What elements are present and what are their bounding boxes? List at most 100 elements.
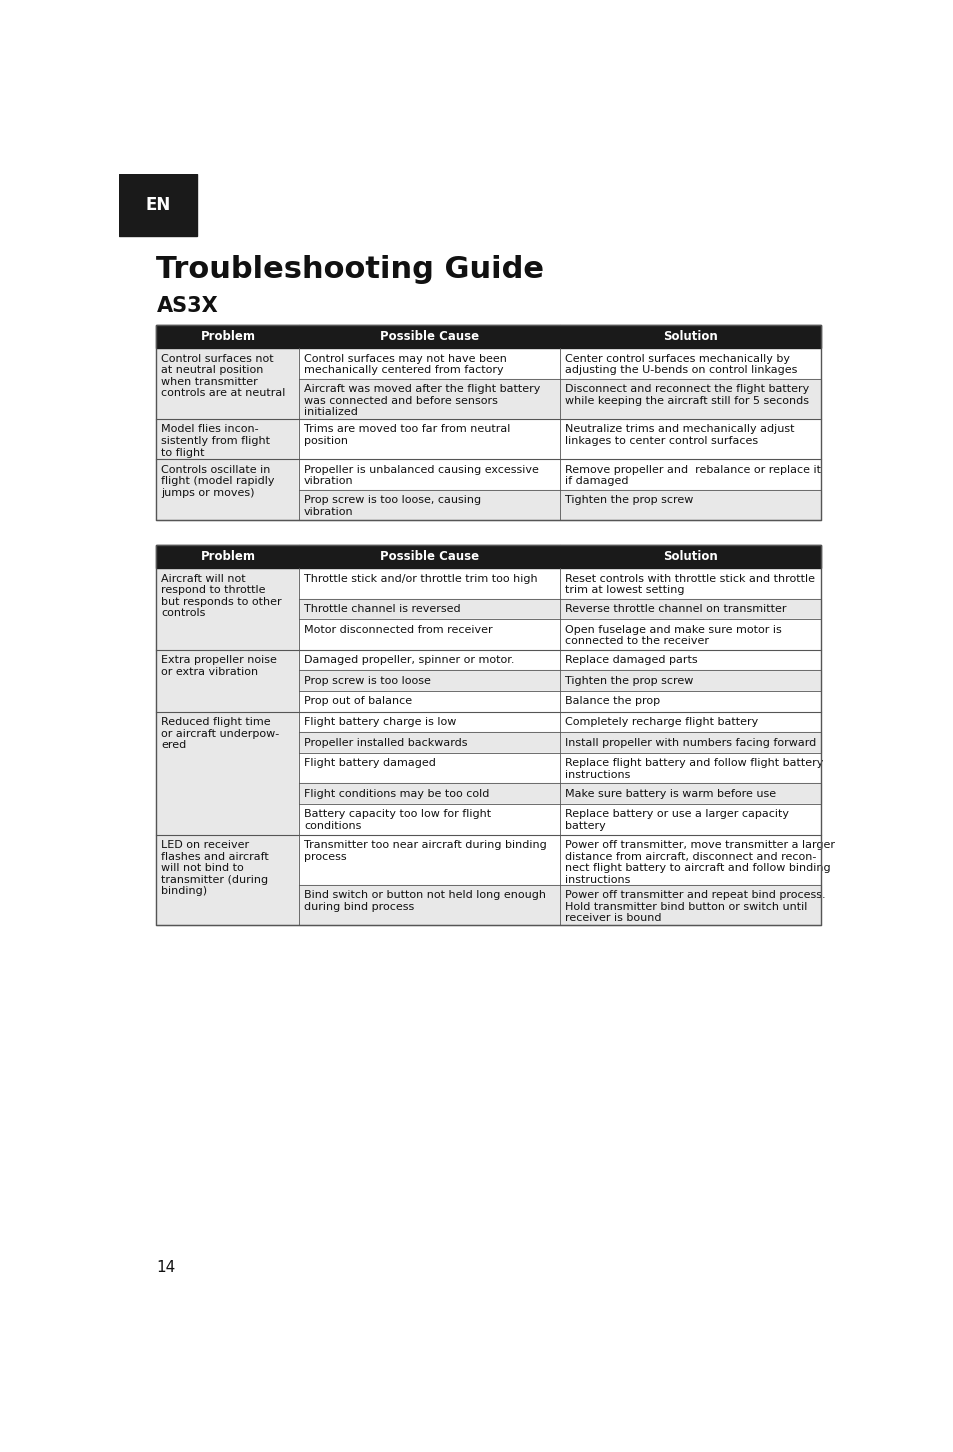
Text: Reset controls with throttle stick and throttle
trim at lowest setting: Reset controls with throttle stick and t… <box>564 574 814 595</box>
Text: Bind switch or button not held long enough
during bind process: Bind switch or button not held long enou… <box>304 890 545 912</box>
Bar <box>559 732 821 754</box>
Bar <box>299 489 559 520</box>
Bar <box>119 174 196 235</box>
Bar <box>156 325 821 520</box>
Bar <box>299 568 559 598</box>
Bar <box>156 650 299 711</box>
Text: Prop out of balance: Prop out of balance <box>304 697 412 707</box>
Bar <box>299 325 559 348</box>
Bar <box>559 804 821 835</box>
Bar <box>559 711 821 732</box>
Text: Replace battery or use a larger capacity
battery: Replace battery or use a larger capacity… <box>564 810 788 831</box>
Bar <box>299 544 559 568</box>
Text: Power off transmitter, move transmitter a larger
distance from aircraft, disconn: Power off transmitter, move transmitter … <box>564 841 834 884</box>
Text: Balance the prop: Balance the prop <box>564 697 659 707</box>
Bar <box>559 884 821 925</box>
Bar <box>299 732 559 754</box>
Text: Tighten the prop screw: Tighten the prop screw <box>564 495 693 505</box>
Text: Flight battery damaged: Flight battery damaged <box>304 758 436 768</box>
Text: Tighten the prop screw: Tighten the prop screw <box>564 675 693 685</box>
Text: Prop screw is too loose: Prop screw is too loose <box>304 675 431 685</box>
Text: Model flies incon-
sistently from flight
to flight: Model flies incon- sistently from flight… <box>161 424 270 457</box>
Bar <box>559 620 821 650</box>
Text: Trims are moved too far from neutral
position: Trims are moved too far from neutral pos… <box>304 424 510 446</box>
Bar <box>156 835 299 925</box>
Bar <box>299 884 559 925</box>
Text: Neutralize trims and mechanically adjust
linkages to center control surfaces: Neutralize trims and mechanically adjust… <box>564 424 794 446</box>
Text: Propeller installed backwards: Propeller installed backwards <box>304 738 467 748</box>
Bar <box>559 691 821 711</box>
Text: Solution: Solution <box>662 330 718 343</box>
Text: Remove propeller and  rebalance or replace it
if damaged: Remove propeller and rebalance or replac… <box>564 465 820 486</box>
Bar <box>559 598 821 620</box>
Text: Completely recharge flight battery: Completely recharge flight battery <box>564 717 758 727</box>
Bar <box>156 420 299 459</box>
Bar <box>299 784 559 804</box>
Bar <box>299 711 559 732</box>
Text: Prop screw is too loose, causing
vibration: Prop screw is too loose, causing vibrati… <box>304 495 480 517</box>
Text: Power off transmitter and repeat bind process.
Hold transmitter bind button or s: Power off transmitter and repeat bind pr… <box>564 890 824 923</box>
Bar <box>299 459 559 489</box>
Bar <box>156 711 299 835</box>
Text: Possible Cause: Possible Cause <box>380 330 478 343</box>
Text: Possible Cause: Possible Cause <box>380 550 478 563</box>
Bar <box>299 650 559 671</box>
Text: 14: 14 <box>156 1260 175 1275</box>
Text: Throttle channel is reversed: Throttle channel is reversed <box>304 604 460 614</box>
Text: Control surfaces may not have been
mechanically centered from factory: Control surfaces may not have been mecha… <box>304 354 506 375</box>
Text: Aircraft was moved after the flight battery
was connected and before sensors
ini: Aircraft was moved after the flight batt… <box>304 385 539 417</box>
Bar <box>559 671 821 691</box>
Text: Center control surfaces mechanically by
adjusting the U-bends on control linkage: Center control surfaces mechanically by … <box>564 354 797 375</box>
Text: Damaged propeller, spinner or motor.: Damaged propeller, spinner or motor. <box>304 655 514 665</box>
Bar <box>559 544 821 568</box>
Text: Extra propeller noise
or extra vibration: Extra propeller noise or extra vibration <box>161 655 276 677</box>
Bar <box>559 459 821 489</box>
Text: EN: EN <box>145 196 171 213</box>
Bar <box>156 568 299 650</box>
Text: Controls oscillate in
flight (model rapidly
jumps or moves): Controls oscillate in flight (model rapi… <box>161 465 274 498</box>
Text: Control surfaces not
at neutral position
when transmitter
controls are at neutra: Control surfaces not at neutral position… <box>161 354 285 398</box>
Bar <box>559 835 821 884</box>
Text: Aircraft will not
respond to throttle
but responds to other
controls: Aircraft will not respond to throttle bu… <box>161 574 281 619</box>
Bar <box>156 544 299 568</box>
Text: Open fuselage and make sure motor is
connected to the receiver: Open fuselage and make sure motor is con… <box>564 624 781 646</box>
Bar <box>559 348 821 379</box>
Bar <box>299 671 559 691</box>
Text: Battery capacity too low for flight
conditions: Battery capacity too low for flight cond… <box>304 810 491 831</box>
Bar <box>559 379 821 420</box>
Bar <box>299 348 559 379</box>
Text: AS3X: AS3X <box>156 296 218 317</box>
Text: Replace flight battery and follow flight battery
instructions: Replace flight battery and follow flight… <box>564 758 822 780</box>
Text: Flight conditions may be too cold: Flight conditions may be too cold <box>304 788 489 799</box>
Bar <box>299 620 559 650</box>
Text: Replace damaged parts: Replace damaged parts <box>564 655 697 665</box>
Text: Make sure battery is warm before use: Make sure battery is warm before use <box>564 788 775 799</box>
Bar <box>299 804 559 835</box>
Text: Problem: Problem <box>200 330 255 343</box>
Bar <box>559 784 821 804</box>
Bar <box>559 754 821 784</box>
Text: LED on receiver
flashes and aircraft
will not bind to
transmitter (during
bindin: LED on receiver flashes and aircraft wil… <box>161 841 269 896</box>
Text: Install propeller with numbers facing forward: Install propeller with numbers facing fo… <box>564 738 815 748</box>
Text: Propeller is unbalanced causing excessive
vibration: Propeller is unbalanced causing excessiv… <box>304 465 538 486</box>
Bar <box>559 568 821 598</box>
Text: Reduced flight time
or aircraft underpow-
ered: Reduced flight time or aircraft underpow… <box>161 717 279 751</box>
Text: Transmitter too near aircraft during binding
process: Transmitter too near aircraft during bin… <box>304 841 546 861</box>
Bar <box>299 691 559 711</box>
Text: Flight battery charge is low: Flight battery charge is low <box>304 717 456 727</box>
Bar <box>299 835 559 884</box>
Bar <box>299 598 559 620</box>
Bar <box>156 459 299 520</box>
Bar <box>156 348 299 420</box>
Bar <box>559 420 821 459</box>
Bar <box>299 754 559 784</box>
Bar <box>156 325 299 348</box>
Bar <box>559 325 821 348</box>
Bar <box>299 379 559 420</box>
Text: Reverse throttle channel on transmitter: Reverse throttle channel on transmitter <box>564 604 785 614</box>
Text: Troubleshooting Guide: Troubleshooting Guide <box>156 256 544 285</box>
Text: Solution: Solution <box>662 550 718 563</box>
Bar <box>299 420 559 459</box>
Text: Problem: Problem <box>200 550 255 563</box>
Text: Motor disconnected from receiver: Motor disconnected from receiver <box>304 624 492 635</box>
